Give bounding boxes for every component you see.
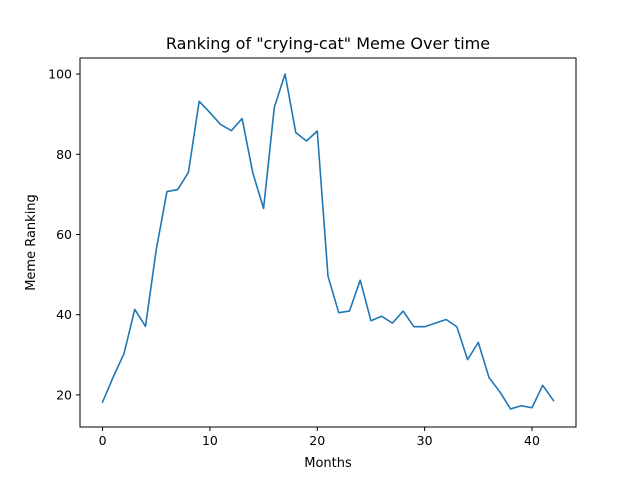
series-line [101, 73, 555, 410]
y-tick-label: 20 [56, 387, 72, 402]
y-tick-label: 80 [56, 147, 72, 162]
axes-frame [79, 57, 577, 428]
axis-ticks: 0 10 20 30 40 20 40 60 80 100 [48, 67, 540, 448]
x-tick-label: 40 [524, 433, 540, 448]
y-tick-label: 60 [56, 227, 72, 242]
y-tick-label: 40 [56, 307, 72, 322]
plot-area [101, 73, 555, 410]
y-tick-label: 100 [48, 67, 72, 82]
x-tick-label: 0 [99, 433, 107, 448]
x-tick-label: 10 [202, 433, 218, 448]
y-axis-label: Meme Ranking [24, 194, 39, 291]
x-axis-label: Months [304, 456, 352, 471]
x-tick-label: 30 [417, 433, 433, 448]
chart-title: Ranking of "crying-cat" Meme Over time [166, 34, 490, 53]
x-tick-label: 20 [309, 433, 325, 448]
